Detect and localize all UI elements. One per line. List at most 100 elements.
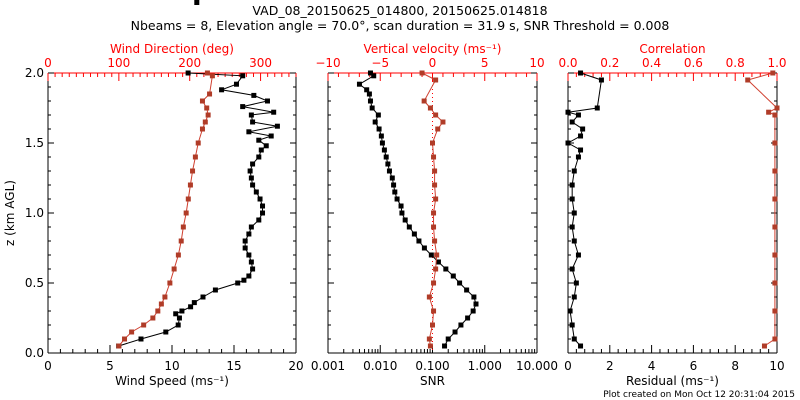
wind-speed-point	[264, 98, 270, 104]
wind-speed-point	[173, 311, 179, 317]
x-top-tick-label: 1.0	[767, 56, 786, 70]
correlation-point	[774, 105, 780, 111]
x-bottom-tick-label: 4	[648, 359, 656, 373]
wind-speed-point	[248, 175, 254, 181]
wind-direction-point	[187, 182, 193, 188]
residual-point	[575, 154, 581, 160]
wind-direction-point	[202, 119, 208, 125]
wind-speed-point	[247, 168, 253, 174]
x-bottom-tick-label: 10.000	[516, 359, 558, 373]
vertical-velocity-point	[431, 280, 437, 286]
snr-point	[386, 168, 392, 174]
x-bottom-axis-label: Residual (ms⁻¹)	[626, 374, 719, 388]
x-top-tick-label: 10	[529, 56, 544, 70]
wind-speed-point	[251, 92, 257, 98]
wind-direction-point	[192, 154, 198, 160]
vertical-velocity-point	[426, 294, 432, 300]
vertical-velocity-point	[433, 77, 439, 83]
snr-point	[376, 126, 382, 132]
snr-point	[411, 231, 417, 237]
snr-point	[442, 343, 448, 349]
residual-point	[569, 182, 575, 188]
wind-direction-point	[183, 210, 189, 216]
wind-direction-point	[141, 322, 147, 328]
wind-direction-point	[185, 196, 191, 202]
wind-direction-point	[171, 266, 177, 272]
plot-created-footer: Plot created on Mon Oct 12 20:31:04 2015	[603, 390, 795, 400]
residual-point	[565, 109, 571, 115]
residual-point	[578, 147, 584, 153]
snr-point	[375, 112, 381, 118]
wind-direction-point	[122, 336, 128, 342]
snr-point	[391, 182, 397, 188]
correlation-point	[772, 168, 778, 174]
vertical-velocity-point	[430, 140, 435, 146]
residual-point	[569, 224, 575, 230]
correlation-point	[772, 252, 778, 258]
x-top-tick-label: 300	[249, 56, 272, 70]
snr-point	[372, 119, 378, 125]
wind-speed-point	[248, 259, 254, 265]
wind-direction-point	[175, 252, 181, 258]
wind-speed-point	[240, 73, 246, 79]
vertical-velocity-point	[432, 238, 438, 244]
residual-point	[578, 133, 584, 139]
vertical-velocity-point	[431, 224, 437, 230]
snr-point	[421, 245, 427, 251]
snr-point	[371, 73, 377, 79]
wind-direction-point	[195, 140, 201, 146]
residual-point	[569, 119, 575, 125]
wind-speed-point	[242, 245, 248, 251]
wind-direction-point	[207, 91, 213, 97]
snr-point	[379, 140, 385, 146]
vertical-velocity-point	[431, 210, 437, 216]
residual-line	[566, 72, 602, 347]
residual-point	[575, 252, 581, 258]
snr-point	[383, 154, 389, 160]
x-bottom-tick-label: 0.001	[311, 359, 345, 373]
wind-speed-point	[163, 329, 169, 335]
y-axis-label: z (km AGL)	[3, 180, 17, 246]
vertical-velocity-point	[431, 154, 437, 160]
correlation-point	[772, 336, 778, 342]
y-tick-label: 1.5	[25, 136, 44, 150]
wind-direction-point	[209, 73, 215, 79]
wind-speed-point	[176, 315, 182, 321]
x-bottom-axis-label: Wind Speed (ms⁻¹)	[115, 374, 229, 388]
wind-speed-point	[240, 104, 246, 110]
residual-point	[571, 336, 577, 342]
wind-speed-point	[250, 119, 256, 125]
residual-point	[578, 70, 584, 76]
wind-speed-point	[268, 133, 274, 139]
snr-point	[470, 308, 476, 314]
wind-speed-point	[260, 210, 266, 216]
x-bottom-axis-label: SNR	[420, 374, 445, 388]
x-bottom-tick-label: 0.100	[415, 359, 449, 373]
x-bottom-tick-label: 0	[564, 359, 572, 373]
wind-speed-point	[260, 203, 266, 209]
x-bottom-tick-label: 5	[106, 359, 114, 373]
wind-speed-point	[191, 300, 197, 306]
x-top-tick-label: −5	[371, 56, 389, 70]
x-bottom-tick-label: 6	[690, 359, 698, 373]
wind-direction-point	[116, 343, 122, 349]
residual-point	[565, 140, 571, 146]
correlation-point	[770, 70, 776, 76]
x-bottom-tick-label: 0	[44, 359, 52, 373]
snr-point	[389, 175, 395, 181]
y-tick-label: 0.0	[25, 346, 44, 360]
wind-speed-point	[138, 336, 144, 342]
vertical-velocity-point	[427, 105, 433, 111]
wind-speed-point	[175, 322, 181, 328]
snr-point	[465, 315, 471, 321]
wind-speed-point	[256, 217, 262, 223]
vertical-velocity-point	[435, 126, 441, 132]
x-bottom-tick-label: 15	[226, 359, 241, 373]
snr-point	[464, 287, 470, 293]
x-bottom-tick-label: 2	[606, 359, 614, 373]
wind-direction-point	[205, 112, 211, 118]
vertical-velocity-point	[433, 196, 439, 202]
residual-point	[571, 168, 577, 174]
x-top-axis-label: Vertical velocity (ms⁻¹)	[364, 42, 502, 56]
snr-point	[378, 133, 384, 139]
